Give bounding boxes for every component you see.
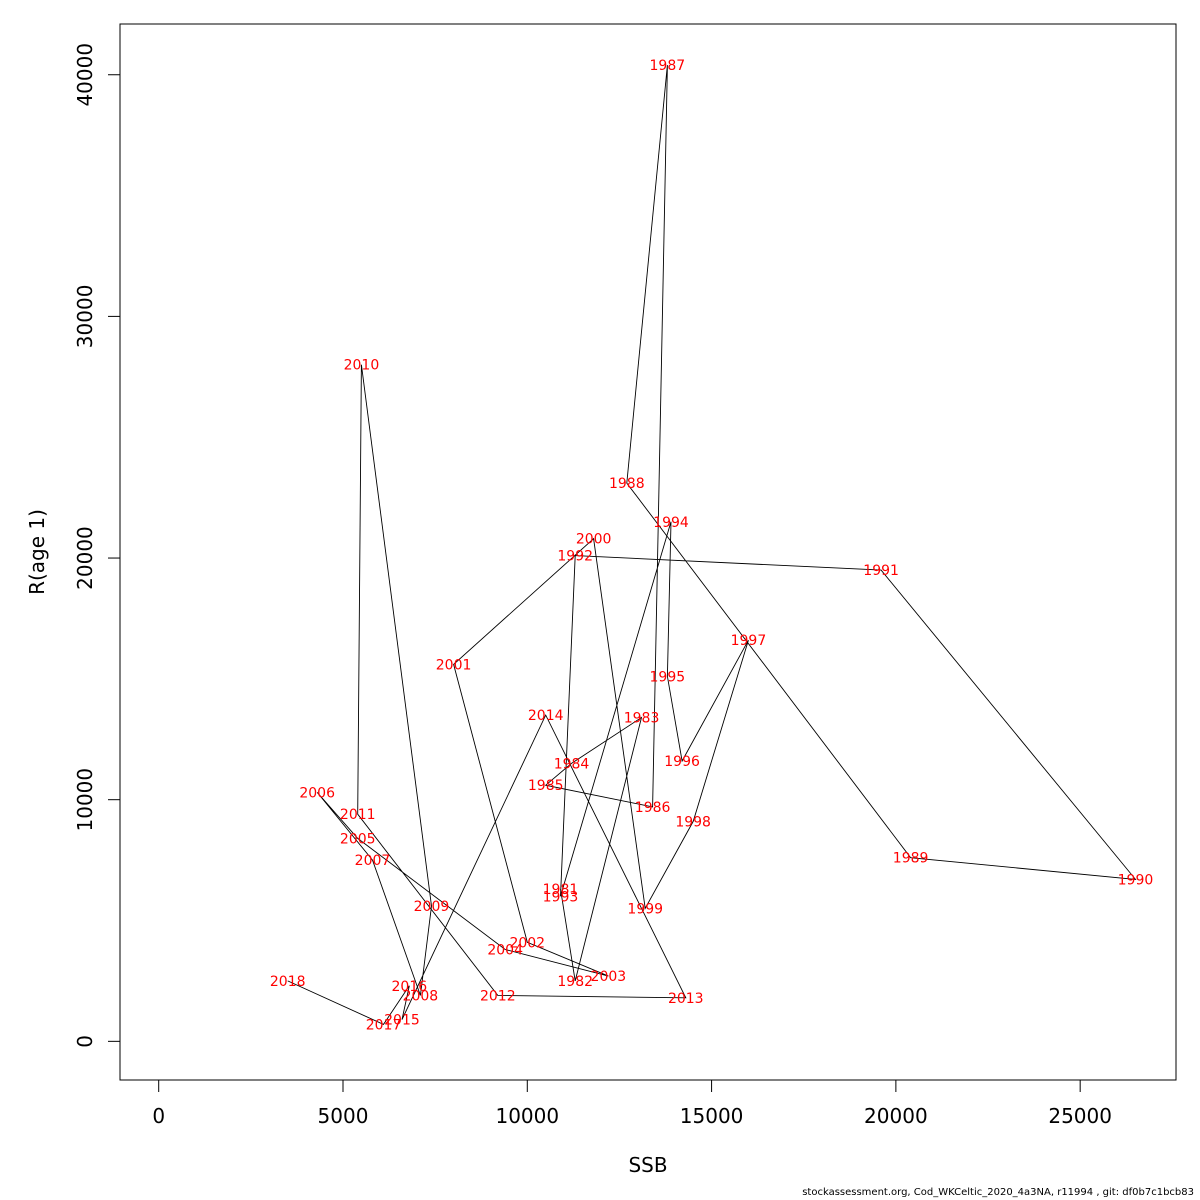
year-label-1985: 1985 xyxy=(528,778,564,794)
y-tick-label: 30000 xyxy=(73,285,97,349)
year-label-1987: 1987 xyxy=(650,58,686,74)
year-label-1990: 1990 xyxy=(1118,872,1154,888)
year-label-1997: 1997 xyxy=(731,633,767,649)
year-label-1986: 1986 xyxy=(635,800,671,816)
year-label-1983: 1983 xyxy=(624,711,660,727)
year-label-2016: 2016 xyxy=(392,979,428,995)
y-tick-label: 40000 xyxy=(73,43,97,107)
year-label-2003: 2003 xyxy=(591,969,627,985)
x-tick-label: 0 xyxy=(152,1104,165,1128)
year-label-2005: 2005 xyxy=(340,831,376,847)
year-label-2006: 2006 xyxy=(299,785,335,801)
x-tick-label: 15000 xyxy=(680,1104,744,1128)
trajectory-line xyxy=(287,65,1137,1025)
x-axis-title: SSB xyxy=(628,1153,667,1177)
year-label-2015: 2015 xyxy=(384,1013,420,1029)
y-tick-label: 10000 xyxy=(73,768,97,832)
x-tick-label: 10000 xyxy=(495,1104,559,1128)
year-label-1992: 1992 xyxy=(557,549,593,565)
year-label-2004: 2004 xyxy=(487,943,523,959)
year-label-2000: 2000 xyxy=(576,532,612,548)
year-label-1988: 1988 xyxy=(609,476,645,492)
year-label-2018: 2018 xyxy=(270,974,306,990)
y-axis: 0 10000 20000 30000 40000 xyxy=(73,43,121,1048)
year-label-1989: 1989 xyxy=(893,851,929,867)
x-axis: 0 5000 10000 15000 20000 25000 xyxy=(152,1079,1112,1128)
year-label-1995: 1995 xyxy=(650,669,686,685)
year-label-2009: 2009 xyxy=(414,899,450,915)
year-labels: 1981 1982 1983 1984 1985 1986 1987 1988 1989 1990… xyxy=(270,58,1153,1033)
year-label-2012: 2012 xyxy=(480,988,516,1004)
year-label-2010: 2010 xyxy=(344,358,380,374)
x-tick-label: 5000 xyxy=(318,1104,369,1128)
footer-credit: stockassessment.org, Cod_WKCeltic_2020_4… xyxy=(802,1187,1194,1198)
year-label-1982: 1982 xyxy=(557,974,593,990)
year-label-1994: 1994 xyxy=(653,515,689,531)
year-label-1981: 1981 xyxy=(543,882,579,898)
y-axis-title: R(age 1) xyxy=(25,509,49,595)
year-label-2013: 2013 xyxy=(668,991,704,1007)
year-label-1991: 1991 xyxy=(863,563,899,579)
year-label-1993: 1993 xyxy=(543,889,579,905)
year-label-2011: 2011 xyxy=(340,807,376,823)
year-label-2001: 2001 xyxy=(436,657,472,673)
year-label-2017: 2017 xyxy=(366,1017,402,1033)
year-label-1996: 1996 xyxy=(664,754,700,770)
year-label-1999: 1999 xyxy=(627,901,663,917)
year-label-1998: 1998 xyxy=(675,814,711,830)
year-label-2014: 2014 xyxy=(528,708,564,724)
year-label-2008: 2008 xyxy=(403,988,439,1004)
x-tick-label: 20000 xyxy=(864,1104,928,1128)
x-tick-label: 25000 xyxy=(1048,1104,1112,1128)
year-label-2007: 2007 xyxy=(355,853,391,869)
y-tick-label: 20000 xyxy=(73,526,97,590)
year-label-1984: 1984 xyxy=(554,756,590,772)
y-tick-label: 0 xyxy=(73,1035,97,1048)
trajectory-series xyxy=(287,65,1137,1025)
year-label-2002: 2002 xyxy=(509,935,545,951)
